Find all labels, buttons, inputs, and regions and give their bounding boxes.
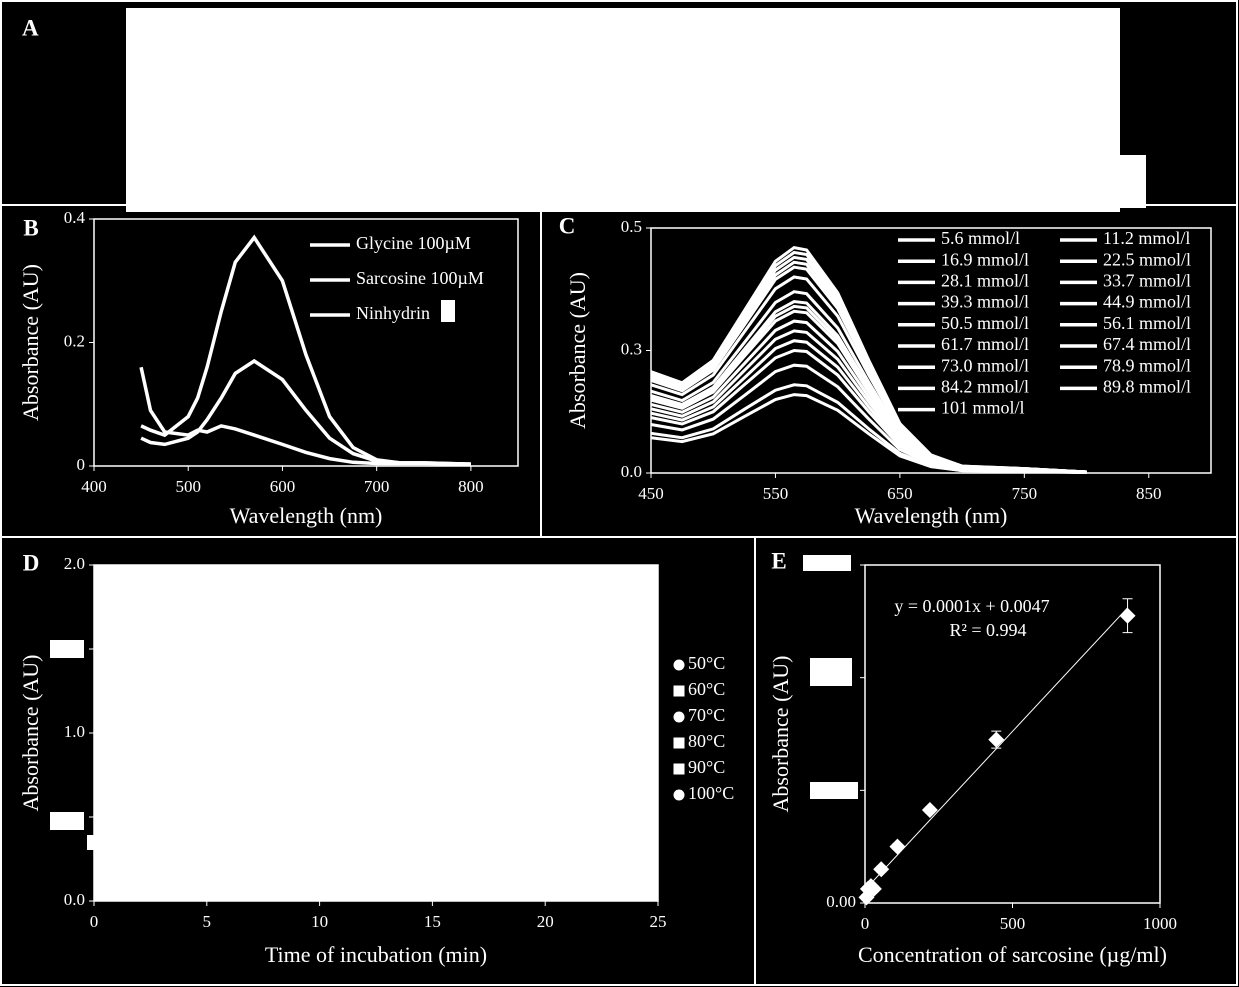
y-tick-label: 0.0 <box>64 890 85 909</box>
series-line <box>139 366 471 466</box>
y-tick-label: 0.2 <box>64 331 85 350</box>
image-placeholder <box>1118 155 1146 208</box>
data-point <box>889 838 906 855</box>
y-tick-label: 0 <box>77 455 86 474</box>
x-tick-label: 500 <box>175 477 201 496</box>
legend-label: 50°C <box>688 653 725 673</box>
x-tick-label: 400 <box>81 477 107 496</box>
equation: y = 0.0001x + 0.0047 <box>894 596 1049 616</box>
legend-label: 78.9 mmol/l <box>1103 355 1191 375</box>
redaction <box>810 782 858 799</box>
legend-label: 39.3 mmol/l <box>941 292 1029 312</box>
y-tick-label: 0.0 <box>621 462 642 481</box>
data-point <box>865 880 882 897</box>
x-tick-label: 600 <box>270 477 296 496</box>
legend-label: Sarcosine 100µM <box>356 268 484 288</box>
legend-label: 50.5 mmol/l <box>941 313 1029 333</box>
legend-label: 16.9 mmol/l <box>941 249 1029 269</box>
legend-label: 28.1 mmol/l <box>941 271 1029 291</box>
legend-label: Glycine 100µM <box>356 233 471 253</box>
legend-label: 44.9 mmol/l <box>1103 292 1191 312</box>
legend-label: 5.6 mmol/l <box>941 228 1020 248</box>
legend-label: 80°C <box>688 731 725 751</box>
legend-label: 73.0 mmol/l <box>941 355 1029 375</box>
x-tick-label: 15 <box>424 912 441 931</box>
y-tick-label: 0.5 <box>621 217 642 236</box>
y-axis-title: Absorbance (AU) <box>18 655 43 812</box>
legend-label: 70°C <box>688 705 725 725</box>
x-tick-label: 1000 <box>1143 914 1177 933</box>
redaction <box>441 300 455 322</box>
legend-label: 33.7 mmol/l <box>1103 271 1191 291</box>
series-line <box>650 246 1087 474</box>
x-tick-label: 25 <box>650 912 667 931</box>
y-tick-label: 1.0 <box>64 722 85 741</box>
legend-label: 56.1 mmol/l <box>1103 313 1191 333</box>
legend-label: 101 mmol/l <box>941 398 1025 418</box>
data-point <box>988 731 1005 748</box>
x-tick-label: 5 <box>203 912 212 931</box>
panel-label: D <box>23 550 40 575</box>
x-tick-label: 700 <box>364 477 390 496</box>
data-point <box>873 861 890 878</box>
legend-marker <box>673 711 685 723</box>
series-line <box>140 358 471 466</box>
plot-area <box>93 564 659 902</box>
x-tick-label: 500 <box>1000 914 1026 933</box>
x-tick-label: 450 <box>638 484 664 503</box>
image-placeholder <box>126 8 1120 212</box>
y-axis-title: Absorbance (AU) <box>565 272 590 429</box>
y-tick-label: 0.00 <box>826 892 856 911</box>
x-tick-label: 750 <box>1012 484 1038 503</box>
legend-label: 100°C <box>688 783 734 803</box>
x-tick-label: 650 <box>887 484 913 503</box>
legend-label: 84.2 mmol/l <box>941 377 1029 397</box>
data-point <box>921 802 938 819</box>
panel-label: E <box>771 548 786 573</box>
x-tick-label: 850 <box>1136 484 1162 503</box>
redaction <box>810 658 852 686</box>
y-tick-label: 2.0 <box>64 554 85 573</box>
r-squared: R² = 0.994 <box>949 620 1026 640</box>
x-axis-title: Time of incubation (min) <box>265 942 487 967</box>
legend-label: 11.2 mmol/l <box>1103 228 1190 248</box>
x-tick-label: 0 <box>861 914 870 933</box>
legend-label: Ninhydrin <box>356 303 430 323</box>
legend-marker <box>673 737 685 749</box>
legend-label: 89.8 mmol/l <box>1103 377 1191 397</box>
legend-label: 67.4 mmol/l <box>1103 334 1191 354</box>
redaction <box>87 835 97 850</box>
y-axis-title: Absorbance (AU) <box>18 264 43 421</box>
legend-label: 61.7 mmol/l <box>941 334 1029 354</box>
redaction <box>50 640 84 658</box>
y-tick-label: 0.4 <box>64 208 86 227</box>
x-axis-title: Wavelength (nm) <box>230 503 383 528</box>
legend-marker <box>673 659 685 671</box>
redaction <box>50 812 84 830</box>
x-tick-label: 800 <box>458 477 484 496</box>
x-tick-label: 10 <box>311 912 328 931</box>
legend-marker <box>673 685 685 697</box>
plot-area <box>93 218 519 467</box>
data-point <box>1119 607 1136 624</box>
redaction <box>803 555 851 571</box>
x-tick-label: 0 <box>90 912 99 931</box>
y-axis-title: Absorbance (AU) <box>768 656 793 813</box>
legend-label: 60°C <box>688 679 725 699</box>
panel-label: C <box>559 213 576 238</box>
legend-marker <box>673 763 685 775</box>
panel-label: B <box>23 215 38 240</box>
legend-label: 22.5 mmol/l <box>1103 249 1191 269</box>
x-axis-title: Wavelength (nm) <box>855 503 1008 528</box>
panel-label: A <box>22 15 39 40</box>
x-tick-label: 20 <box>537 912 554 931</box>
legend-marker <box>673 789 685 801</box>
y-tick-label: 0.3 <box>621 339 642 358</box>
x-tick-label: 550 <box>763 484 789 503</box>
legend-label: 90°C <box>688 757 725 777</box>
x-axis-title: Concentration of sarcosine (µg/ml) <box>858 942 1167 967</box>
